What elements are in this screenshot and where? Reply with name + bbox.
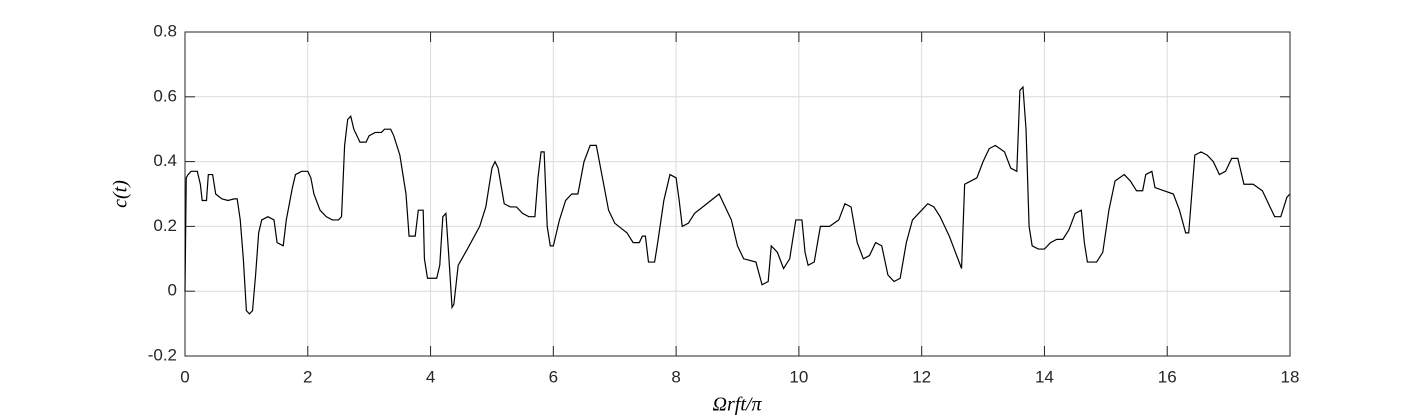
x-tick-label: 0	[180, 367, 189, 386]
x-tick-label: 8	[671, 367, 680, 386]
x-tick-label: 14	[1035, 367, 1054, 386]
x-axis-label: Ωrft/π	[713, 394, 763, 416]
x-tick-label: 6	[549, 367, 558, 386]
x-tick-label: 18	[1281, 367, 1300, 386]
x-tick-label: 2	[303, 367, 312, 386]
data-line	[184, 85, 1291, 315]
x-tick-label: 10	[789, 367, 808, 386]
y-tick-label: 0.2	[153, 216, 177, 235]
y-tick-label: 0.4	[153, 151, 177, 170]
y-tick-label: 0.6	[153, 86, 177, 105]
y-tick-label: 0	[168, 281, 177, 300]
x-tick-label: 4	[426, 367, 435, 386]
y-axis-label: c(t)	[110, 180, 132, 208]
y-tick-label: 0.8	[153, 21, 177, 40]
x-tick-label: 12	[912, 367, 931, 386]
plot-area	[185, 32, 1290, 356]
y-tick-label: -0.2	[148, 345, 177, 364]
x-tick-label: 16	[1158, 367, 1177, 386]
